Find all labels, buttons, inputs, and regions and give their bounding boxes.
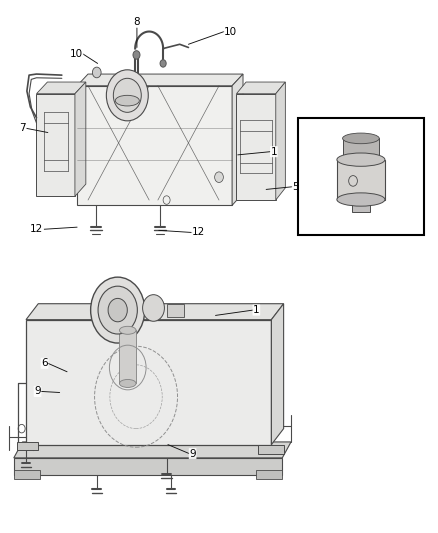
- Ellipse shape: [337, 193, 385, 206]
- Ellipse shape: [337, 153, 385, 166]
- Text: 1: 1: [253, 305, 260, 315]
- Text: 1: 1: [271, 147, 277, 157]
- Polygon shape: [36, 94, 75, 196]
- Polygon shape: [75, 82, 86, 196]
- Polygon shape: [14, 458, 283, 475]
- Text: 10: 10: [224, 27, 237, 37]
- Ellipse shape: [115, 95, 139, 106]
- Polygon shape: [14, 470, 40, 479]
- Circle shape: [92, 67, 101, 78]
- Circle shape: [91, 277, 145, 343]
- Text: 8: 8: [134, 17, 140, 27]
- Circle shape: [106, 70, 148, 121]
- Circle shape: [160, 60, 166, 67]
- Polygon shape: [120, 330, 136, 383]
- Text: 2: 2: [393, 177, 399, 188]
- Polygon shape: [337, 160, 385, 199]
- Circle shape: [215, 172, 223, 182]
- Polygon shape: [77, 74, 243, 86]
- Polygon shape: [17, 442, 38, 450]
- Polygon shape: [272, 304, 284, 445]
- Text: 12: 12: [30, 224, 43, 235]
- Polygon shape: [258, 445, 285, 454]
- Polygon shape: [232, 74, 243, 205]
- Ellipse shape: [120, 379, 136, 387]
- Text: 5: 5: [292, 182, 299, 192]
- Text: 6: 6: [41, 358, 48, 368]
- Polygon shape: [36, 82, 86, 94]
- Text: 7: 7: [19, 123, 26, 133]
- Text: 10: 10: [70, 49, 83, 59]
- Polygon shape: [26, 320, 272, 445]
- Polygon shape: [166, 304, 184, 317]
- Text: 3: 3: [102, 287, 109, 297]
- Polygon shape: [14, 442, 291, 458]
- Circle shape: [98, 286, 138, 334]
- Circle shape: [133, 51, 140, 59]
- Polygon shape: [256, 470, 283, 479]
- Polygon shape: [77, 86, 232, 205]
- Ellipse shape: [120, 326, 136, 334]
- Circle shape: [113, 78, 141, 112]
- Circle shape: [143, 295, 164, 321]
- Polygon shape: [352, 199, 370, 212]
- Polygon shape: [237, 94, 276, 200]
- Polygon shape: [276, 82, 286, 200]
- Ellipse shape: [343, 133, 379, 144]
- Text: 9: 9: [34, 386, 41, 397]
- Text: 12: 12: [192, 228, 205, 238]
- Polygon shape: [343, 139, 379, 160]
- Circle shape: [108, 298, 127, 322]
- Bar: [297, 118, 424, 235]
- Text: 9: 9: [189, 449, 196, 458]
- Polygon shape: [237, 82, 286, 94]
- Polygon shape: [26, 304, 284, 320]
